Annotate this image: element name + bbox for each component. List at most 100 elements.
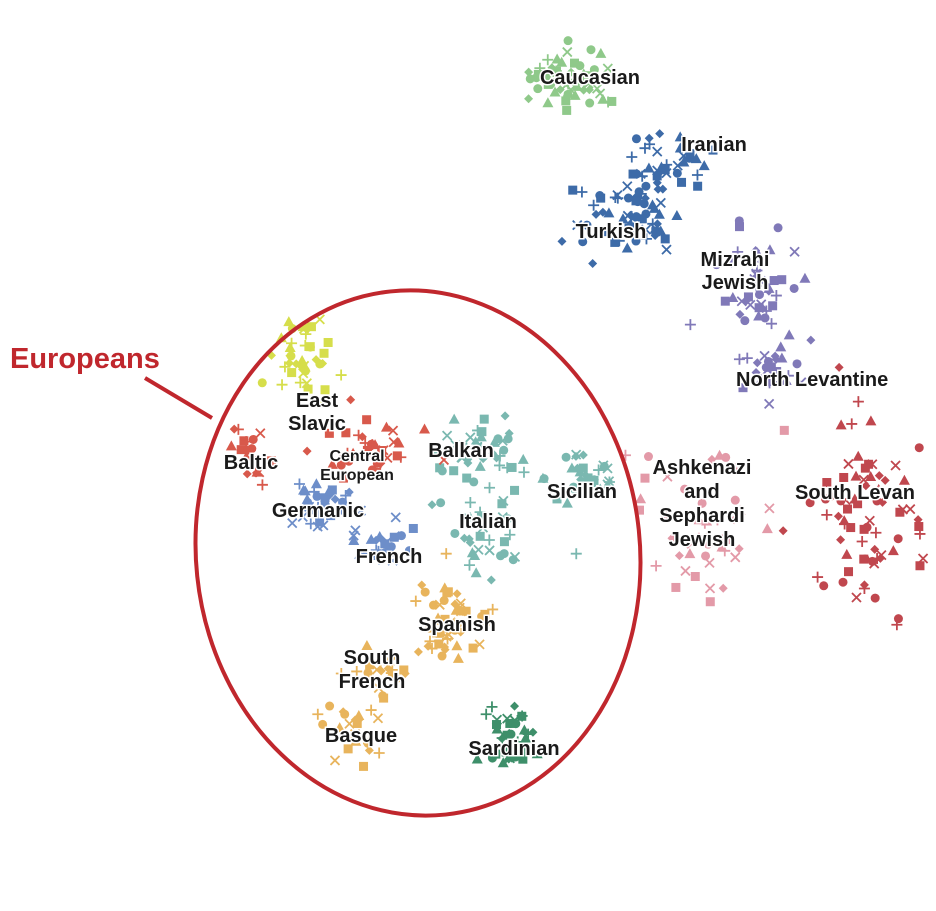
point-caucasian bbox=[562, 105, 572, 115]
point-east-slavic bbox=[294, 377, 306, 389]
point-south-levantine bbox=[895, 507, 905, 517]
point-italian bbox=[470, 567, 482, 578]
point-balkan bbox=[517, 453, 529, 464]
point-central-european bbox=[324, 428, 334, 438]
point-turkish bbox=[568, 185, 578, 195]
point-south-levantine bbox=[856, 536, 868, 548]
point-french bbox=[365, 533, 377, 544]
point-spanish bbox=[417, 580, 427, 590]
point-italian bbox=[503, 514, 513, 524]
point-germanic bbox=[320, 493, 330, 503]
point-south-french bbox=[371, 664, 383, 675]
point-central-european bbox=[377, 446, 387, 456]
point-south-french bbox=[379, 693, 389, 703]
point-south-levantine bbox=[838, 515, 850, 526]
point-ashkenazi-and-sephardi-jewish bbox=[693, 514, 705, 525]
point-iranian bbox=[652, 146, 663, 157]
point-sardinian bbox=[509, 715, 520, 726]
point-basque bbox=[385, 731, 397, 742]
point-balkan bbox=[475, 431, 487, 442]
point-turkish bbox=[622, 181, 633, 192]
point-spanish bbox=[452, 652, 464, 663]
point-balkan bbox=[462, 473, 472, 483]
point-baltic bbox=[256, 479, 268, 491]
point-caucasian bbox=[542, 54, 554, 66]
point-caucasian bbox=[524, 67, 534, 77]
point-turkish bbox=[640, 224, 652, 235]
point-ashkenazi-and-sephardi-jewish bbox=[684, 548, 696, 559]
point-south-levantine bbox=[859, 554, 869, 564]
point-italian bbox=[474, 506, 486, 518]
point-turkish bbox=[557, 236, 567, 246]
point-south-levantine bbox=[838, 577, 848, 587]
point-italian bbox=[473, 544, 484, 555]
point-turkish bbox=[631, 212, 641, 222]
point-south-levantine bbox=[872, 496, 882, 506]
point-ashkenazi-and-sephardi-jewish bbox=[671, 582, 681, 592]
point-east-slavic bbox=[302, 323, 312, 333]
point-east-slavic bbox=[284, 358, 294, 368]
point-turkish bbox=[623, 193, 633, 203]
point-mizrahi-jewish bbox=[789, 283, 799, 293]
point-mizrahi-jewish bbox=[754, 290, 764, 300]
point-italian bbox=[464, 511, 476, 522]
point-central-european bbox=[387, 425, 399, 436]
point-south-levantine bbox=[874, 471, 884, 481]
label-caucasian: Caucasian bbox=[540, 67, 640, 89]
point-sardinian bbox=[491, 749, 501, 759]
point-north-levantine bbox=[738, 383, 748, 393]
point-mizrahi-jewish bbox=[799, 272, 811, 283]
point-italian bbox=[436, 498, 446, 508]
point-spanish bbox=[425, 623, 435, 633]
point-baltic bbox=[254, 467, 265, 478]
point-ashkenazi-and-sephardi-jewish bbox=[730, 495, 740, 505]
point-caucasian bbox=[542, 71, 552, 81]
point-basque bbox=[312, 708, 324, 720]
point-turkish bbox=[572, 219, 583, 231]
point-mizrahi-jewish bbox=[763, 282, 775, 293]
point-turkish bbox=[582, 220, 592, 230]
point-ashkenazi-and-sephardi-jewish bbox=[640, 473, 650, 483]
label-iranian: Iranian bbox=[681, 134, 747, 156]
point-south-levantine bbox=[860, 463, 870, 473]
point-italian bbox=[463, 559, 475, 571]
point-central-european bbox=[372, 458, 382, 468]
point-spanish bbox=[432, 614, 444, 625]
point-iranian bbox=[655, 129, 665, 139]
point-east-slavic bbox=[303, 384, 313, 394]
point-ashkenazi-and-sephardi-jewish bbox=[662, 471, 673, 482]
point-north-levantine bbox=[759, 350, 770, 362]
point-central-european bbox=[346, 395, 356, 405]
point-south-levantine bbox=[890, 460, 901, 471]
point-balkan bbox=[449, 466, 459, 476]
point-south-levantine bbox=[850, 470, 862, 481]
point-baltic bbox=[251, 466, 263, 477]
point-balkan bbox=[450, 439, 461, 451]
point-north-levantine bbox=[776, 352, 788, 363]
point-germanic bbox=[326, 472, 336, 482]
point-spanish bbox=[487, 603, 499, 615]
point-south-levantine bbox=[852, 396, 864, 408]
point-south-levantine bbox=[905, 503, 916, 515]
point-iranian bbox=[632, 169, 642, 179]
point-balkan bbox=[433, 443, 445, 454]
point-south-levantine bbox=[834, 362, 844, 372]
point-mizrahi-jewish bbox=[720, 296, 730, 306]
point-caucasian bbox=[607, 96, 617, 106]
point-balkan bbox=[479, 414, 489, 424]
point-central-european bbox=[362, 415, 372, 425]
point-sicilian bbox=[602, 479, 613, 490]
point-ashkenazi-and-sephardi-jewish bbox=[714, 449, 726, 460]
point-ashkenazi-and-sephardi-jewish bbox=[697, 498, 707, 508]
point-mizrahi-jewish bbox=[735, 222, 745, 232]
point-turkish bbox=[640, 233, 652, 245]
point-ashkenazi-and-sephardi-jewish bbox=[718, 583, 728, 593]
point-mizrahi-jewish bbox=[732, 246, 744, 258]
point-italian bbox=[459, 533, 469, 543]
point-south-french bbox=[365, 660, 375, 670]
point-ashkenazi-and-sephardi-jewish bbox=[707, 454, 717, 464]
point-balkan bbox=[518, 466, 530, 478]
point-basque bbox=[355, 714, 365, 724]
point-ashkenazi-and-sephardi-jewish bbox=[674, 551, 684, 561]
point-basque bbox=[365, 704, 377, 716]
